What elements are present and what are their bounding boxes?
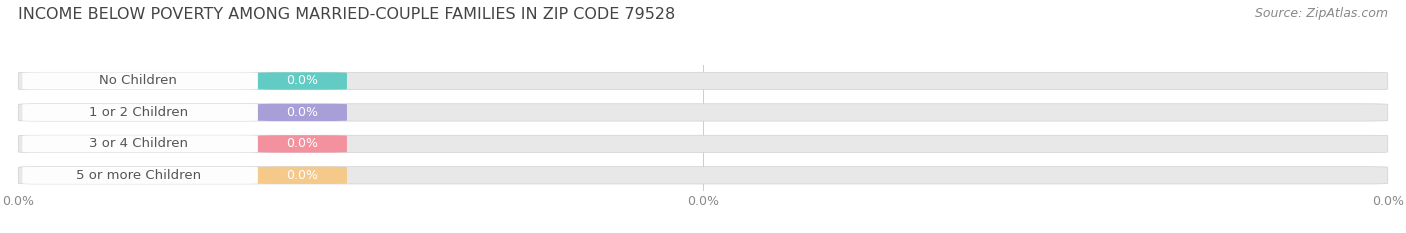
Text: No Children: No Children [100, 75, 177, 87]
Text: INCOME BELOW POVERTY AMONG MARRIED-COUPLE FAMILIES IN ZIP CODE 79528: INCOME BELOW POVERTY AMONG MARRIED-COUPL… [18, 7, 675, 22]
FancyBboxPatch shape [257, 104, 347, 121]
Text: Source: ZipAtlas.com: Source: ZipAtlas.com [1254, 7, 1388, 20]
FancyBboxPatch shape [18, 135, 1388, 153]
FancyBboxPatch shape [22, 135, 257, 152]
FancyBboxPatch shape [18, 167, 1388, 184]
FancyBboxPatch shape [18, 104, 1388, 121]
Text: 0.0%: 0.0% [287, 137, 318, 150]
Text: 1 or 2 Children: 1 or 2 Children [89, 106, 187, 119]
FancyBboxPatch shape [22, 104, 257, 121]
Text: 0.0%: 0.0% [287, 75, 318, 87]
Text: 3 or 4 Children: 3 or 4 Children [89, 137, 187, 150]
Text: 0.0%: 0.0% [287, 106, 318, 119]
FancyBboxPatch shape [257, 167, 347, 184]
Text: 5 or more Children: 5 or more Children [76, 169, 201, 182]
FancyBboxPatch shape [18, 72, 1388, 90]
FancyBboxPatch shape [22, 167, 257, 184]
Text: 0.0%: 0.0% [287, 169, 318, 182]
FancyBboxPatch shape [257, 135, 347, 153]
FancyBboxPatch shape [257, 72, 347, 90]
FancyBboxPatch shape [22, 72, 257, 89]
